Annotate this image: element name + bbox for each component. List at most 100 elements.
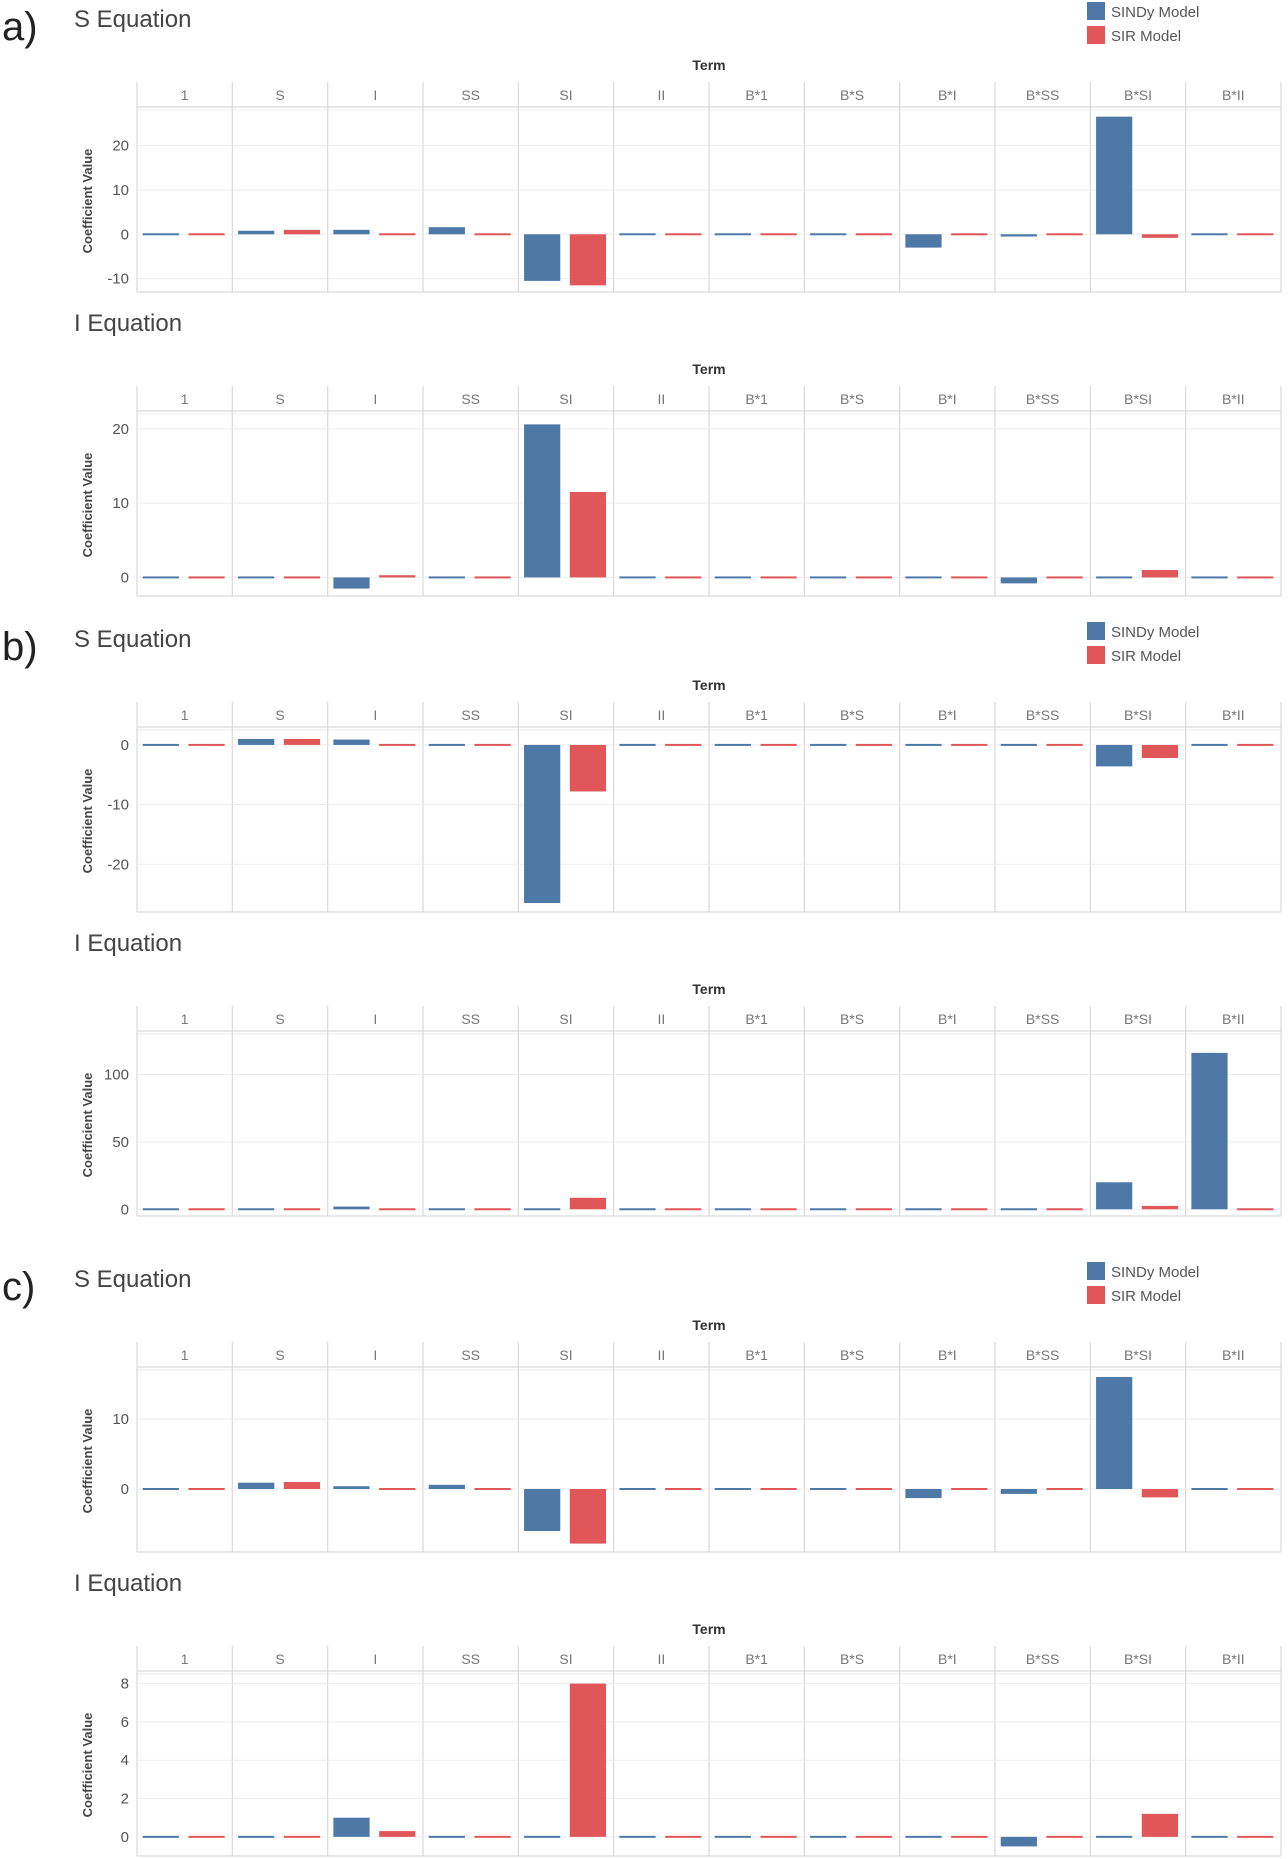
bar-sir (665, 1488, 702, 1490)
bar-sir (188, 576, 225, 579)
bar-sir (283, 1208, 321, 1211)
term-header: Term (692, 677, 725, 693)
bar-sir (1046, 576, 1083, 579)
term-label: SS (461, 707, 480, 723)
term-label: B*SI (1124, 87, 1152, 103)
term-label: I (373, 1347, 377, 1363)
y-tick-label: 4 (121, 1752, 129, 1769)
chart-title: I Equation (74, 1570, 182, 1597)
term-label: B*SI (1124, 1011, 1152, 1027)
bar-sindy (333, 739, 370, 745)
term-label: B*I (938, 1651, 957, 1667)
bar-sir (188, 1488, 225, 1490)
panel-label: c) (2, 1265, 35, 1309)
bar-sir (283, 229, 321, 235)
bar-sir (760, 1208, 797, 1211)
chart-title: S Equation (74, 1266, 191, 1293)
term-label: B*S (840, 1347, 864, 1363)
bar-sir (283, 576, 321, 579)
y-tick-label: 8 (121, 1676, 129, 1693)
bar-sindy (1096, 1377, 1133, 1489)
term-label: B*II (1222, 1011, 1245, 1027)
bar-sir (379, 575, 416, 578)
term-label: B*1 (745, 1651, 768, 1667)
bar-sir (474, 233, 511, 236)
term-label: B*1 (745, 391, 768, 407)
bar-sir (474, 576, 511, 579)
bar-sir (569, 492, 607, 578)
term-label: B*1 (745, 707, 768, 723)
bar-sir (474, 1208, 511, 1211)
bar-sindy (1096, 576, 1133, 579)
term-label: B*I (938, 391, 957, 407)
bar-sir (951, 576, 988, 579)
bar-sir (665, 743, 702, 746)
bar-sindy (142, 743, 179, 746)
bar-sir (665, 233, 702, 236)
bar-sindy (524, 234, 561, 281)
bar-sir (951, 233, 988, 236)
bar-sir (569, 1489, 607, 1544)
term-label: II (657, 391, 665, 407)
term-header: Term (692, 57, 725, 73)
chart-title: I Equation (74, 310, 182, 337)
bar-sindy (1000, 1836, 1037, 1847)
bar-sir (188, 1835, 225, 1838)
term-label: SI (559, 87, 572, 103)
term-label: B*SI (1124, 1347, 1152, 1363)
chart-title: S Equation (74, 6, 191, 33)
term-label: II (657, 707, 665, 723)
term-label: B*1 (745, 1347, 768, 1363)
bar-sindy (905, 234, 942, 248)
bar-sir (665, 576, 702, 579)
term-label: B*SS (1026, 707, 1059, 723)
term-label: I (373, 87, 377, 103)
bar-sindy (428, 743, 465, 746)
bar-sindy (714, 743, 751, 746)
term-label: B*I (938, 87, 957, 103)
bar-sindy (238, 738, 275, 745)
legend-swatch (1087, 2, 1105, 20)
bar-sir (379, 1488, 416, 1490)
bar-sir (951, 1208, 988, 1211)
bar-sir (569, 1683, 607, 1837)
bar-sir (474, 1488, 511, 1490)
y-tick-label: 10 (112, 182, 129, 199)
legend-label: SINDy Model (1111, 624, 1199, 641)
bar-sindy (905, 1208, 942, 1211)
bar-sindy (1191, 1488, 1228, 1490)
bar-sir (188, 1208, 225, 1211)
bar-sindy (619, 1208, 656, 1211)
y-axis-label: Coefficient Value (80, 453, 95, 558)
bar-sindy (810, 1835, 847, 1838)
term-label: II (657, 1011, 665, 1027)
bar-sir (379, 1208, 416, 1211)
bar-sindy (1096, 116, 1133, 235)
term-label: S (275, 391, 284, 407)
bar-sir (1046, 1208, 1083, 1211)
y-tick-label: 20 (112, 138, 129, 155)
term-label: I (373, 391, 377, 407)
term-label: B*S (840, 1011, 864, 1027)
y-tick-label: -10 (107, 797, 129, 814)
bar-sir (379, 743, 416, 746)
legend-label: SINDy Model (1111, 4, 1199, 21)
bar-sindy (1000, 743, 1037, 746)
bar-sindy (428, 227, 465, 235)
bar-sindy (333, 1817, 370, 1837)
bar-sindy (142, 576, 179, 579)
term-label: II (657, 1651, 665, 1667)
legend-swatch (1087, 26, 1105, 44)
bar-sindy (428, 1835, 465, 1838)
bar-sir (1237, 743, 1274, 746)
bar-sindy (1000, 1208, 1037, 1211)
term-label: I (373, 1011, 377, 1027)
y-tick-label: 0 (121, 1481, 129, 1498)
bar-sir (1046, 743, 1083, 746)
chart-title: I Equation (74, 930, 182, 957)
term-label: 1 (181, 707, 189, 723)
bar-sir (855, 1208, 893, 1211)
y-tick-label: -20 (107, 856, 129, 873)
bar-sir (1046, 233, 1083, 236)
